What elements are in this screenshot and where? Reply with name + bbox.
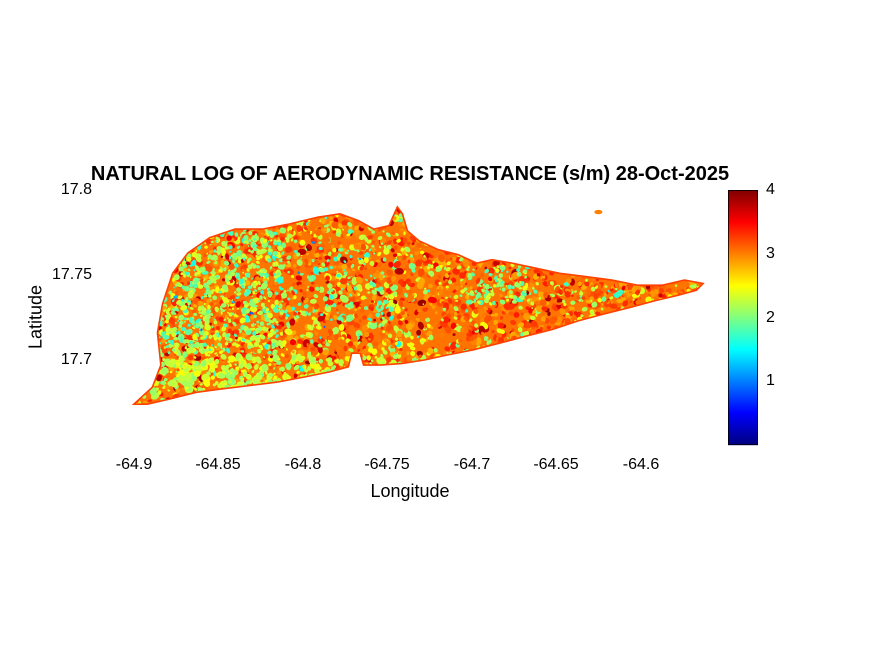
x-tick-6: -64.6 (622, 456, 660, 473)
y-axis-label: Latitude (25, 284, 46, 350)
x-tick-0: -64.9 (115, 456, 153, 473)
y-tick-17-7: 17.7 (60, 351, 92, 368)
x-tick-2: -64.8 (284, 456, 322, 473)
plot-title: NATURAL LOG OF AERODYNAMIC RESISTANCE (s… (90, 163, 730, 185)
colorbar-tick-3: 3 (766, 245, 775, 262)
x-tick-3: -64.75 (364, 456, 410, 473)
x-tick-5: -64.65 (533, 456, 579, 473)
colorbar-tick-2: 2 (766, 309, 775, 326)
colorbar-tick-4: 4 (766, 181, 775, 198)
y-tick-17-8: 17.8 (60, 181, 92, 198)
x-tick-1: -64.85 (195, 456, 241, 473)
x-axis-label: Longitude (370, 481, 450, 501)
x-tick-4: -64.7 (453, 456, 491, 473)
colorbar-tick-1: 1 (766, 372, 775, 389)
y-tick-17-75: 17.75 (51, 266, 92, 283)
